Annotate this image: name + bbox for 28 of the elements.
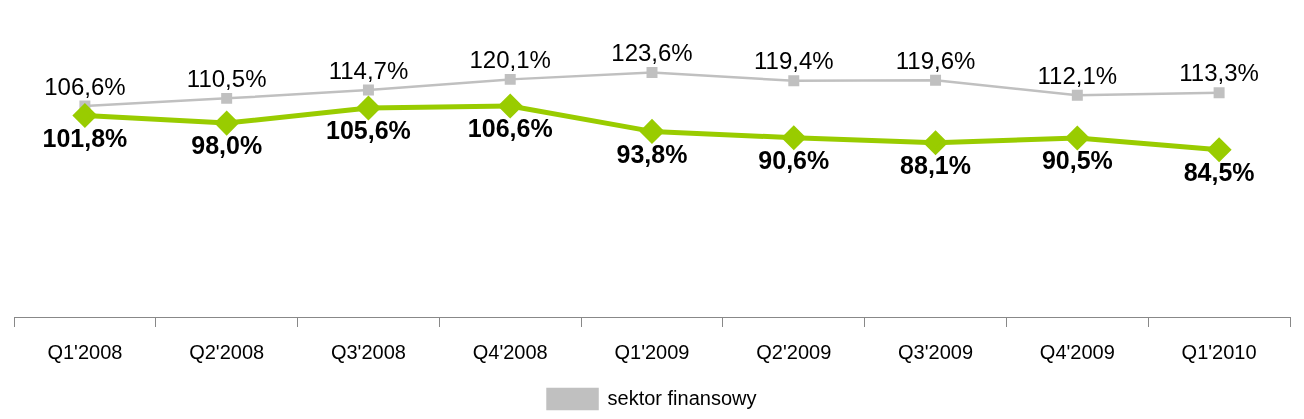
data-label: 98,0% (191, 131, 263, 160)
data-label: 88,1% (900, 151, 971, 180)
data-label: 101,8% (42, 123, 128, 152)
x-tick-label: Q3'2009 (898, 340, 974, 363)
data-label: 90,5% (1041, 146, 1113, 175)
x-tick-label: Q1'2009 (614, 340, 690, 363)
data-label: 123,6% (611, 39, 693, 67)
data-label: 119,6% (895, 46, 976, 74)
data-label: 119,4% (753, 47, 834, 75)
x-tick-label: Q2'2009 (756, 340, 832, 363)
x-tick-label: Q2'2008 (189, 340, 265, 363)
x-tick-label: Q3'2008 (330, 340, 406, 363)
legend-label: sektor finansowy (607, 386, 757, 409)
x-tick-label: Q4'2008 (472, 340, 548, 363)
x-tick-label: Q1'2010 (1181, 340, 1257, 363)
data-label: 110,5% (186, 64, 267, 92)
data-label: 113,3% (1179, 59, 1259, 87)
data-label: 114,7% (328, 56, 409, 84)
data-label: 106,6% (44, 72, 126, 100)
data-label: 106,6% (467, 114, 553, 143)
data-label: 90,6% (758, 146, 830, 175)
data-label: 105,6% (326, 116, 411, 145)
data-label: 112,1% (1037, 61, 1118, 89)
x-tick-label: Q1'2008 (47, 340, 123, 363)
data-label: 120,1% (469, 46, 551, 73)
data-label: 84,5% (1183, 158, 1255, 187)
data-label: 93,8% (616, 139, 688, 168)
x-tick-label: Q4'2009 (1039, 340, 1115, 363)
